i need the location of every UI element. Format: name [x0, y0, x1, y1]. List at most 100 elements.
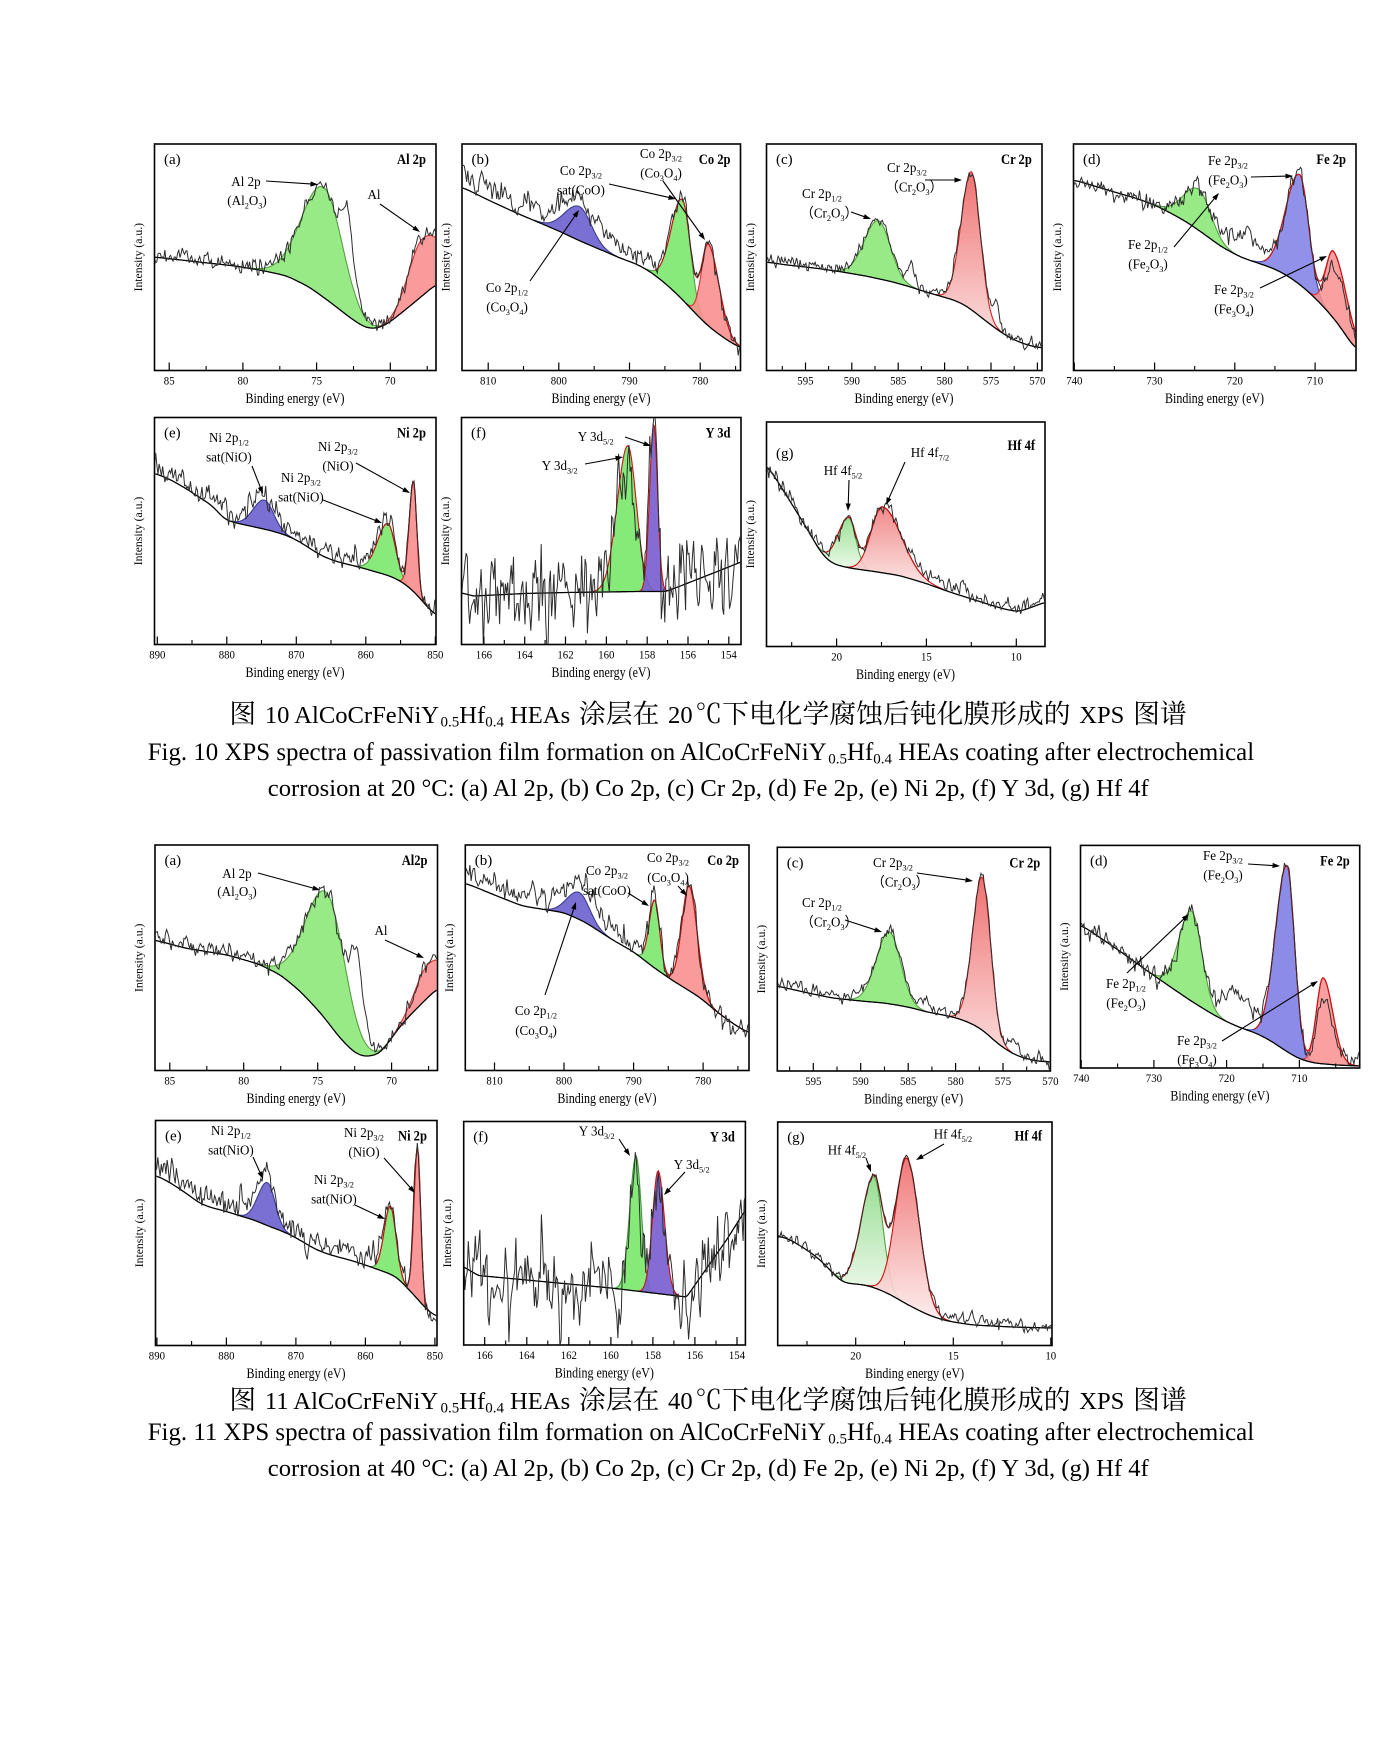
svg-text:Al: Al — [368, 187, 381, 202]
svg-text:585: 585 — [890, 375, 907, 387]
svg-text:585: 585 — [900, 1076, 917, 1088]
svg-text:880: 880 — [218, 1350, 235, 1362]
svg-text:Intensity (a.u.): Intensity (a.u.) — [440, 223, 453, 292]
svg-text:(Al2O3): (Al2O3) — [227, 193, 266, 211]
svg-text:850: 850 — [427, 1350, 444, 1362]
svg-text:(g): (g) — [776, 446, 794, 462]
svg-text:80: 80 — [238, 1075, 249, 1087]
svg-text:Hf: Hf — [847, 739, 874, 766]
svg-text:(e): (e) — [165, 1129, 182, 1145]
svg-text:20: 20 — [662, 702, 693, 729]
svg-text:(g): (g) — [787, 1130, 805, 1146]
svg-text:0.4: 0.4 — [873, 752, 892, 768]
svg-text:XPS: XPS — [1073, 702, 1130, 729]
svg-text:sat(NiO): sat(NiO) — [311, 1191, 357, 1206]
svg-text:162: 162 — [557, 649, 573, 661]
svg-text:70: 70 — [386, 1075, 397, 1087]
svg-text:(Fe2O3): (Fe2O3) — [1106, 995, 1145, 1013]
svg-text:Al: Al — [375, 923, 388, 938]
svg-text:720: 720 — [1219, 1073, 1236, 1085]
svg-text:Intensity (a.u.): Intensity (a.u.) — [755, 1199, 768, 1268]
svg-text:Binding energy (eV): Binding energy (eV) — [864, 1091, 963, 1107]
svg-text:Intensity (a.u.): Intensity (a.u.) — [133, 923, 146, 992]
svg-text:580: 580 — [937, 375, 954, 387]
svg-text:850: 850 — [427, 649, 444, 661]
svg-text:740: 740 — [1066, 375, 1083, 387]
svg-text:Binding energy (eV): Binding energy (eV) — [247, 1365, 346, 1381]
svg-text:(Co3O4): (Co3O4) — [515, 1023, 557, 1041]
svg-text:Hf 4f: Hf 4f — [1015, 1128, 1043, 1144]
svg-text:corrosion at 20 °C: (a) Al 2p,: corrosion at 20 °C: (a) Al 2p, (b) Co 2p… — [268, 775, 1150, 802]
svg-text:0.5: 0.5 — [441, 715, 460, 731]
svg-text:75: 75 — [312, 1075, 323, 1087]
svg-text:Ni 2p: Ni 2p — [398, 1128, 427, 1144]
svg-text:890: 890 — [149, 649, 166, 661]
svg-text:Intensity (a.u.): Intensity (a.u.) — [132, 223, 145, 292]
svg-text:85: 85 — [164, 375, 175, 387]
svg-text:Intensity (a.u.): Intensity (a.u.) — [133, 1199, 146, 1268]
svg-text:166: 166 — [477, 1350, 494, 1362]
svg-text:164: 164 — [519, 1350, 536, 1362]
svg-text:(f): (f) — [473, 1130, 488, 1146]
svg-text:Fig. 10 XPS spectra of passiva: Fig. 10 XPS spectra of passivation film … — [148, 739, 827, 766]
svg-text:(Co3O4): (Co3O4) — [647, 870, 689, 888]
svg-text:(b): (b) — [472, 152, 490, 168]
svg-text:800: 800 — [551, 375, 568, 387]
svg-text:Hf: Hf — [459, 702, 486, 729]
svg-text:10: 10 — [1045, 1350, 1056, 1362]
svg-text:(NiO): (NiO) — [322, 458, 353, 473]
svg-text:730: 730 — [1146, 1073, 1163, 1085]
svg-text:Fe 2p: Fe 2p — [1320, 853, 1350, 869]
svg-text:580: 580 — [948, 1076, 965, 1088]
svg-text:80: 80 — [238, 375, 249, 387]
svg-text:780: 780 — [692, 375, 709, 387]
svg-text:Binding energy (eV): Binding energy (eV) — [1165, 390, 1264, 406]
svg-text:Intensity (a.u.): Intensity (a.u.) — [755, 925, 768, 994]
svg-text:Intensity (a.u.): Intensity (a.u.) — [443, 923, 456, 992]
svg-text:0.4: 0.4 — [485, 1401, 504, 1417]
svg-text:166: 166 — [476, 649, 493, 661]
svg-text:Al2p: Al2p — [402, 852, 428, 868]
svg-text:sat(NiO): sat(NiO) — [278, 489, 324, 504]
svg-text:Binding energy (eV): Binding energy (eV) — [552, 664, 651, 680]
svg-text:75: 75 — [311, 375, 322, 387]
svg-text:156: 156 — [680, 649, 697, 661]
svg-text:870: 870 — [288, 1350, 305, 1362]
svg-text:870: 870 — [288, 649, 305, 661]
svg-text:Hf 4f: Hf 4f — [1008, 437, 1036, 453]
svg-text:Intensity (a.u.): Intensity (a.u.) — [1051, 223, 1064, 292]
svg-text:0.5: 0.5 — [828, 1432, 847, 1448]
svg-text:740: 740 — [1073, 1073, 1090, 1085]
svg-text:XPS: XPS — [1073, 1388, 1130, 1415]
svg-text:154: 154 — [721, 649, 738, 661]
svg-text:(Fe3O4): (Fe3O4) — [1177, 1052, 1216, 1070]
svg-text:70: 70 — [385, 375, 396, 387]
svg-text:Binding energy (eV): Binding energy (eV) — [555, 1365, 654, 1381]
svg-text:Intensity (a.u.): Intensity (a.u.) — [744, 500, 757, 569]
svg-text:15: 15 — [921, 651, 932, 663]
svg-text:40: 40 — [662, 1388, 693, 1415]
svg-text:790: 790 — [621, 375, 638, 387]
svg-text:154: 154 — [729, 1350, 746, 1362]
svg-text:570: 570 — [1029, 375, 1046, 387]
svg-text:(Fe2O3): (Fe2O3) — [1203, 867, 1242, 885]
svg-text:156: 156 — [687, 1350, 704, 1362]
svg-text:(b): (b) — [475, 853, 493, 869]
svg-text:Y 3d: Y 3d — [710, 1129, 735, 1145]
svg-text:710: 710 — [1291, 1073, 1308, 1085]
svg-text:HEAs coating after electrochem: HEAs coating after electrochemical — [892, 1419, 1254, 1446]
svg-text:Al 2p: Al 2p — [231, 174, 261, 189]
svg-text:860: 860 — [358, 649, 375, 661]
svg-text:(c): (c) — [776, 152, 793, 168]
svg-text:(c): (c) — [787, 855, 804, 871]
svg-text:Co 2p: Co 2p — [707, 852, 739, 868]
svg-text:HEAs: HEAs — [504, 1388, 576, 1415]
svg-text:(Co3O4): (Co3O4) — [640, 165, 682, 183]
svg-text:Binding energy (eV): Binding energy (eV) — [247, 1090, 346, 1106]
svg-text:Hf: Hf — [459, 1388, 486, 1415]
svg-text:Intensity (a.u.): Intensity (a.u.) — [439, 497, 452, 566]
svg-text:Co 2p: Co 2p — [699, 151, 731, 167]
svg-text:590: 590 — [853, 1076, 870, 1088]
svg-text:160: 160 — [598, 649, 615, 661]
svg-text:10: 10 — [1011, 651, 1022, 663]
